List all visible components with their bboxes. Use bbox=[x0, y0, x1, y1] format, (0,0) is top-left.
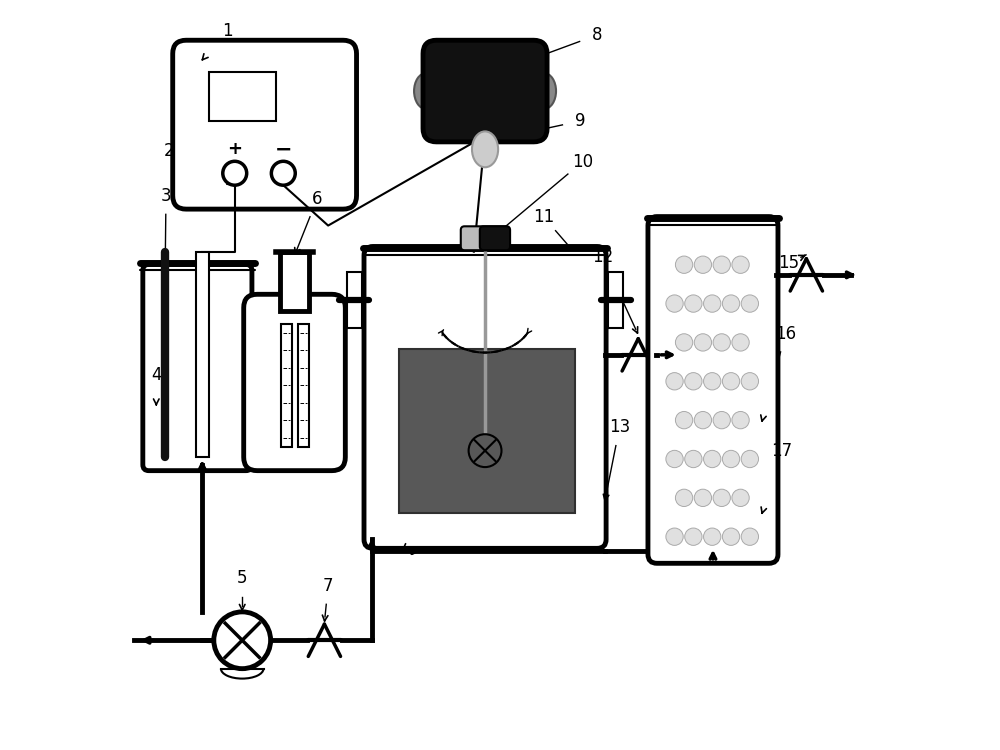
Text: 13: 13 bbox=[609, 419, 630, 436]
Text: 3: 3 bbox=[161, 187, 171, 205]
Ellipse shape bbox=[414, 73, 438, 109]
Bar bbox=[298, 324, 309, 447]
Circle shape bbox=[694, 334, 712, 351]
Circle shape bbox=[713, 256, 730, 274]
Circle shape bbox=[704, 528, 721, 545]
Text: 9: 9 bbox=[575, 112, 586, 130]
Bar bbox=[209, 73, 276, 121]
Text: 17: 17 bbox=[771, 442, 792, 460]
Circle shape bbox=[223, 161, 247, 185]
Ellipse shape bbox=[532, 73, 556, 109]
FancyBboxPatch shape bbox=[648, 217, 778, 563]
Bar bbox=[280, 252, 309, 311]
Text: +: + bbox=[227, 140, 242, 158]
Circle shape bbox=[271, 161, 295, 185]
FancyBboxPatch shape bbox=[461, 226, 509, 251]
Text: 2: 2 bbox=[164, 142, 174, 160]
Circle shape bbox=[694, 256, 712, 274]
Circle shape bbox=[722, 528, 740, 545]
Circle shape bbox=[685, 373, 702, 390]
Circle shape bbox=[713, 412, 730, 429]
Bar bbox=[281, 324, 292, 447]
Text: 5: 5 bbox=[237, 569, 247, 587]
Text: 4: 4 bbox=[151, 366, 162, 384]
Circle shape bbox=[666, 295, 683, 312]
Ellipse shape bbox=[472, 131, 498, 167]
Circle shape bbox=[666, 373, 683, 390]
Text: 16: 16 bbox=[775, 325, 796, 343]
Text: 6: 6 bbox=[312, 190, 322, 208]
Circle shape bbox=[732, 412, 749, 429]
Bar bbox=[399, 349, 575, 513]
Circle shape bbox=[675, 412, 693, 429]
FancyBboxPatch shape bbox=[173, 40, 357, 209]
Circle shape bbox=[704, 373, 721, 390]
FancyBboxPatch shape bbox=[423, 40, 547, 142]
Circle shape bbox=[741, 295, 759, 312]
Circle shape bbox=[722, 295, 740, 312]
FancyBboxPatch shape bbox=[244, 294, 345, 471]
Circle shape bbox=[713, 334, 730, 351]
Circle shape bbox=[685, 450, 702, 468]
FancyBboxPatch shape bbox=[480, 226, 510, 251]
Text: 10: 10 bbox=[572, 153, 593, 171]
Text: 7: 7 bbox=[323, 577, 333, 595]
Circle shape bbox=[713, 489, 730, 506]
Circle shape bbox=[732, 334, 749, 351]
Text: 12: 12 bbox=[592, 248, 613, 266]
Circle shape bbox=[666, 450, 683, 468]
Circle shape bbox=[704, 295, 721, 312]
Circle shape bbox=[469, 434, 501, 467]
Bar bbox=[347, 272, 362, 328]
Circle shape bbox=[675, 489, 693, 506]
Circle shape bbox=[741, 373, 759, 390]
Circle shape bbox=[685, 295, 702, 312]
Circle shape bbox=[741, 528, 759, 545]
Circle shape bbox=[685, 528, 702, 545]
Circle shape bbox=[722, 450, 740, 468]
FancyBboxPatch shape bbox=[143, 265, 252, 471]
Bar bbox=[196, 252, 209, 458]
Circle shape bbox=[732, 256, 749, 274]
Text: 14: 14 bbox=[489, 460, 511, 478]
Circle shape bbox=[214, 612, 271, 669]
Text: 8: 8 bbox=[592, 26, 602, 44]
Circle shape bbox=[694, 412, 712, 429]
Text: 15: 15 bbox=[779, 254, 800, 272]
Circle shape bbox=[732, 489, 749, 506]
Circle shape bbox=[722, 373, 740, 390]
Circle shape bbox=[694, 489, 712, 506]
Bar bbox=[608, 272, 623, 328]
Text: 1: 1 bbox=[222, 22, 233, 40]
Text: 11: 11 bbox=[533, 208, 554, 226]
Circle shape bbox=[675, 334, 693, 351]
Circle shape bbox=[704, 450, 721, 468]
Circle shape bbox=[666, 528, 683, 545]
Circle shape bbox=[675, 256, 693, 274]
Circle shape bbox=[741, 450, 759, 468]
FancyBboxPatch shape bbox=[364, 247, 606, 548]
Text: −: − bbox=[275, 140, 292, 159]
